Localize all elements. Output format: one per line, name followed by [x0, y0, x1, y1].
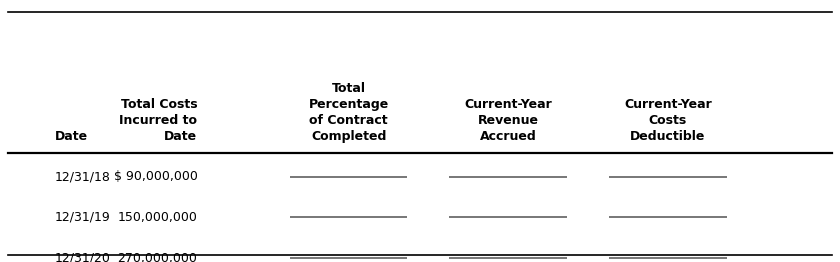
Text: Current-Year
Costs
Deductible: Current-Year Costs Deductible	[624, 98, 711, 143]
Text: 12/31/19: 12/31/19	[55, 211, 110, 224]
Text: 12/31/20: 12/31/20	[55, 252, 111, 262]
Text: 12/31/18: 12/31/18	[55, 170, 111, 183]
Text: Total
Percentage
of Contract
Completed: Total Percentage of Contract Completed	[308, 82, 389, 143]
Text: 150,000,000: 150,000,000	[118, 211, 197, 224]
Text: Total Costs
Incurred to
Date: Total Costs Incurred to Date	[119, 98, 197, 143]
Text: Date: Date	[55, 130, 87, 143]
Text: 270,000,000: 270,000,000	[118, 252, 197, 262]
Text: Current-Year
Revenue
Accrued: Current-Year Revenue Accrued	[465, 98, 552, 143]
Text: $ 90,000,000: $ 90,000,000	[113, 170, 197, 183]
